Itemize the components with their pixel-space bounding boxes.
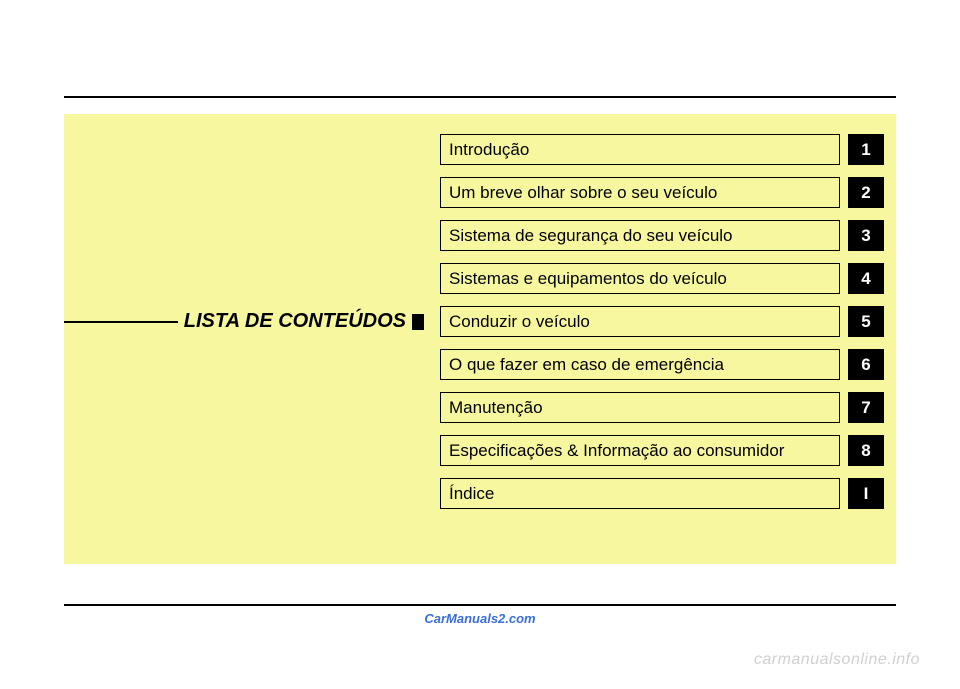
toc-row: Sistema de segurança do seu veículo 3 (440, 220, 884, 251)
toc-item-label: O que fazer em caso de emergência (440, 349, 840, 380)
toc-item-number: 5 (848, 306, 884, 337)
toc-row: Conduzir o veículo 5 (440, 306, 884, 337)
toc-row: Sistemas e equipamentos do veículo 4 (440, 263, 884, 294)
toc-item-label: Introdução (440, 134, 840, 165)
toc-item-number: 3 (848, 220, 884, 251)
watermark-corner: carmanualsonline.info (754, 651, 920, 669)
toc-row: Índice I (440, 478, 884, 509)
toc-item-label: Sistemas e equipamentos do veículo (440, 263, 840, 294)
toc-row: Um breve olhar sobre o seu veículo 2 (440, 177, 884, 208)
toc-item-label: Especificações & Informação ao consumido… (440, 435, 840, 466)
toc-item-label: Sistema de segurança do seu veículo (440, 220, 840, 251)
toc-item-number: 6 (848, 349, 884, 380)
toc-item-label: Conduzir o veículo (440, 306, 840, 337)
toc-item-number: 4 (848, 263, 884, 294)
toc-item-number: I (848, 478, 884, 509)
toc-item-number: 2 (848, 177, 884, 208)
table-of-contents: Introdução 1 Um breve olhar sobre o seu … (440, 134, 884, 521)
toc-row: Introdução 1 (440, 134, 884, 165)
heading-block-icon (412, 314, 424, 330)
rule-top (64, 96, 896, 98)
toc-row: Manutenção 7 (440, 392, 884, 423)
toc-item-number: 1 (848, 134, 884, 165)
toc-item-label: Um breve olhar sobre o seu veículo (440, 177, 840, 208)
page-title: LISTA DE CONTEÚDOS (184, 310, 406, 333)
heading-rule (64, 321, 178, 323)
toc-row: Especificações & Informação ao consumido… (440, 435, 884, 466)
rule-bottom (64, 604, 896, 606)
toc-item-number: 7 (848, 392, 884, 423)
toc-item-number: 8 (848, 435, 884, 466)
toc-item-label: Manutenção (440, 392, 840, 423)
toc-row: O que fazer em caso de emergência 6 (440, 349, 884, 380)
watermark-center: CarManuals2.com (0, 611, 960, 626)
content-panel: LISTA DE CONTEÚDOS Introdução 1 Um breve… (64, 114, 896, 564)
heading-wrap: LISTA DE CONTEÚDOS (64, 310, 424, 333)
toc-item-label: Índice (440, 478, 840, 509)
